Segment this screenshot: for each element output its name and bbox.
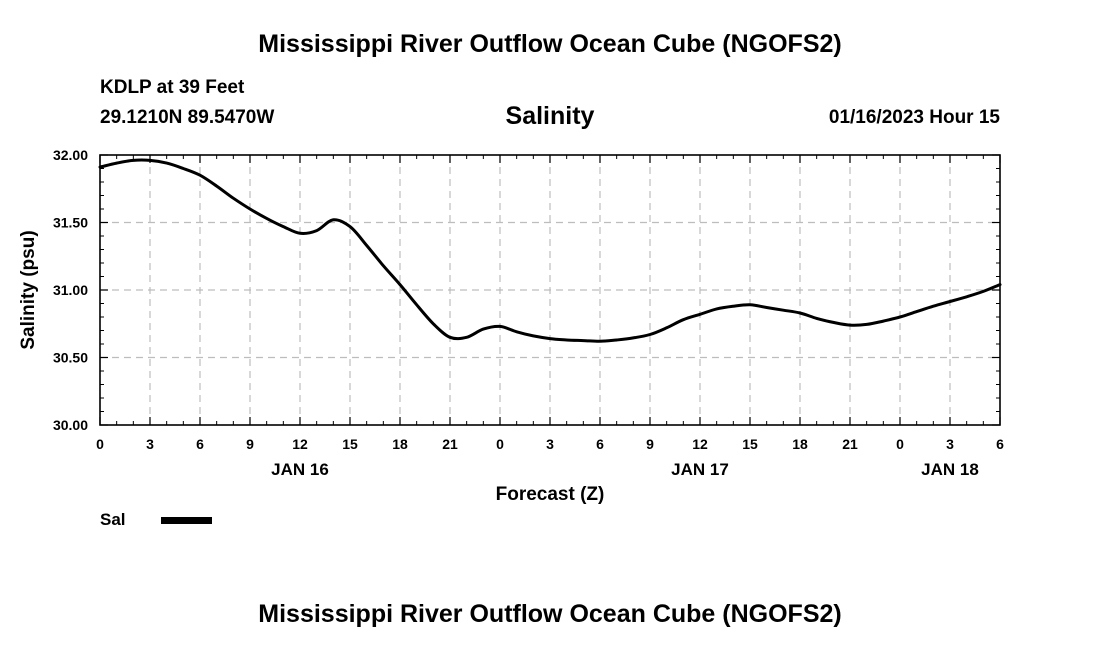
- x-tick-label: 18: [392, 436, 408, 452]
- x-tick-label: 3: [146, 436, 154, 452]
- y-tick-label: 31.00: [53, 282, 88, 298]
- x-tick-label: 12: [292, 436, 308, 452]
- coordinates-label: 29.1210N 89.5470W: [100, 107, 275, 128]
- legend-line-swatch: [161, 517, 212, 524]
- x-tick-label: 3: [946, 436, 954, 452]
- x-tick-label: 12: [692, 436, 708, 452]
- x-tick-label: 0: [496, 436, 504, 452]
- x-tick-label: 0: [896, 436, 904, 452]
- footer-title: Mississippi River Outflow Ocean Cube (NG…: [258, 600, 842, 628]
- main-title: Mississippi River Outflow Ocean Cube (NG…: [258, 30, 842, 58]
- legend-label: Sal: [100, 510, 126, 529]
- y-tick-label: 30.00: [53, 417, 88, 433]
- x-tick-label: 3: [546, 436, 554, 452]
- plot-frame: [99, 154, 1001, 426]
- series-line-sal: [98, 158, 1002, 343]
- x-tick-label: 6: [996, 436, 1004, 452]
- date-label: JAN 16: [271, 460, 329, 479]
- chart-title: Salinity: [506, 102, 595, 130]
- date-label: JAN 18: [921, 460, 979, 479]
- x-tick-label: 15: [342, 436, 358, 452]
- y-axis-title: Salinity (psu): [18, 230, 39, 349]
- x-tick-label: 21: [842, 436, 858, 452]
- x-tick-label: 21: [442, 436, 458, 452]
- axis-labels: Salinity Forecast (Z) Salinity (psu) 0 3 6…: [18, 102, 1004, 505]
- y-tick-label: 32.00: [53, 147, 88, 163]
- y-tick-label: 31.50: [53, 215, 88, 231]
- x-tick-label: 15: [742, 436, 758, 452]
- y-tick-label: 30.50: [53, 350, 88, 366]
- forecast-timestamp: 01/16/2023 Hour 15: [828, 107, 1000, 128]
- date-label: JAN 17: [671, 460, 729, 479]
- station-label: KDLP at 39 Feet: [100, 77, 245, 98]
- series-layer: [98, 158, 1002, 343]
- x-axis-title: Forecast (Z): [496, 484, 605, 505]
- x-tick-label: 9: [646, 436, 654, 452]
- grid-lines: [100, 155, 1000, 425]
- x-tick-label: 0: [96, 436, 104, 452]
- x-tick-label: 6: [596, 436, 604, 452]
- x-tick-label: 6: [196, 436, 204, 452]
- x-tick-label: 18: [792, 436, 808, 452]
- x-tick-label: 9: [246, 436, 254, 452]
